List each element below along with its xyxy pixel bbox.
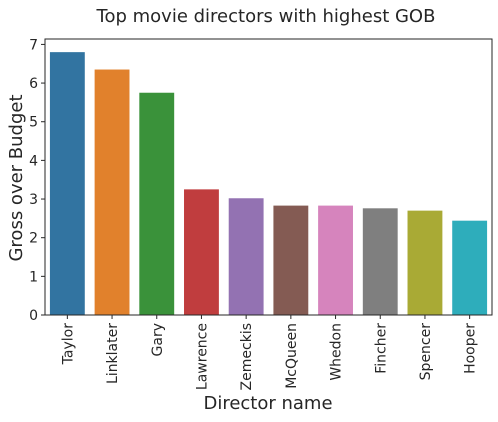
y-axis-label: Gross over Budget: [6, 94, 27, 261]
chart-title: Top movie directors with highest GOB: [96, 6, 436, 27]
y-tick-label: 1: [29, 269, 38, 285]
bar-whedon: [318, 205, 353, 315]
y-tick-label: 4: [29, 153, 38, 169]
bar-linklater: [94, 69, 130, 316]
x-tick-label: Linklater: [105, 323, 121, 384]
bar-taylor: [49, 52, 85, 316]
bar-hooper: [452, 220, 488, 315]
bar-mcqueen: [273, 205, 309, 315]
y-tick-label: 5: [29, 115, 38, 131]
plot-frame: [44, 38, 493, 316]
bars-layer: [49, 52, 488, 316]
bar-fincher: [362, 208, 398, 315]
x-tick-label: Lawrence: [194, 323, 210, 390]
bar-lawrence: [184, 189, 219, 315]
x-tick-label: Taylor: [60, 323, 76, 366]
y-axis: 0 1 2 3 4 5 6 7: [29, 37, 45, 324]
x-tick-label: Hooper: [463, 323, 479, 374]
y-tick-label: 6: [29, 76, 38, 92]
y-tick-label: 2: [29, 231, 38, 247]
bar-zemeckis: [228, 198, 264, 315]
x-axis-label: Director name: [203, 393, 332, 414]
x-tick-label: Spencer: [418, 323, 434, 381]
x-tick-label: Whedon: [329, 323, 345, 381]
bar-gary: [139, 92, 175, 315]
y-tick-label: 3: [29, 192, 38, 208]
y-tick-label: 7: [29, 37, 38, 53]
x-tick-label: McQueen: [284, 323, 300, 389]
x-tick-label: Gary: [150, 323, 166, 356]
y-tick-label: 0: [29, 308, 38, 324]
bar-spencer: [407, 210, 443, 315]
x-tick-label: Fincher: [373, 323, 389, 374]
x-tick-label: Zemeckis: [239, 323, 255, 390]
x-axis: Taylor Linklater Gary Lawrence Zemeckis McQue…: [60, 315, 479, 390]
